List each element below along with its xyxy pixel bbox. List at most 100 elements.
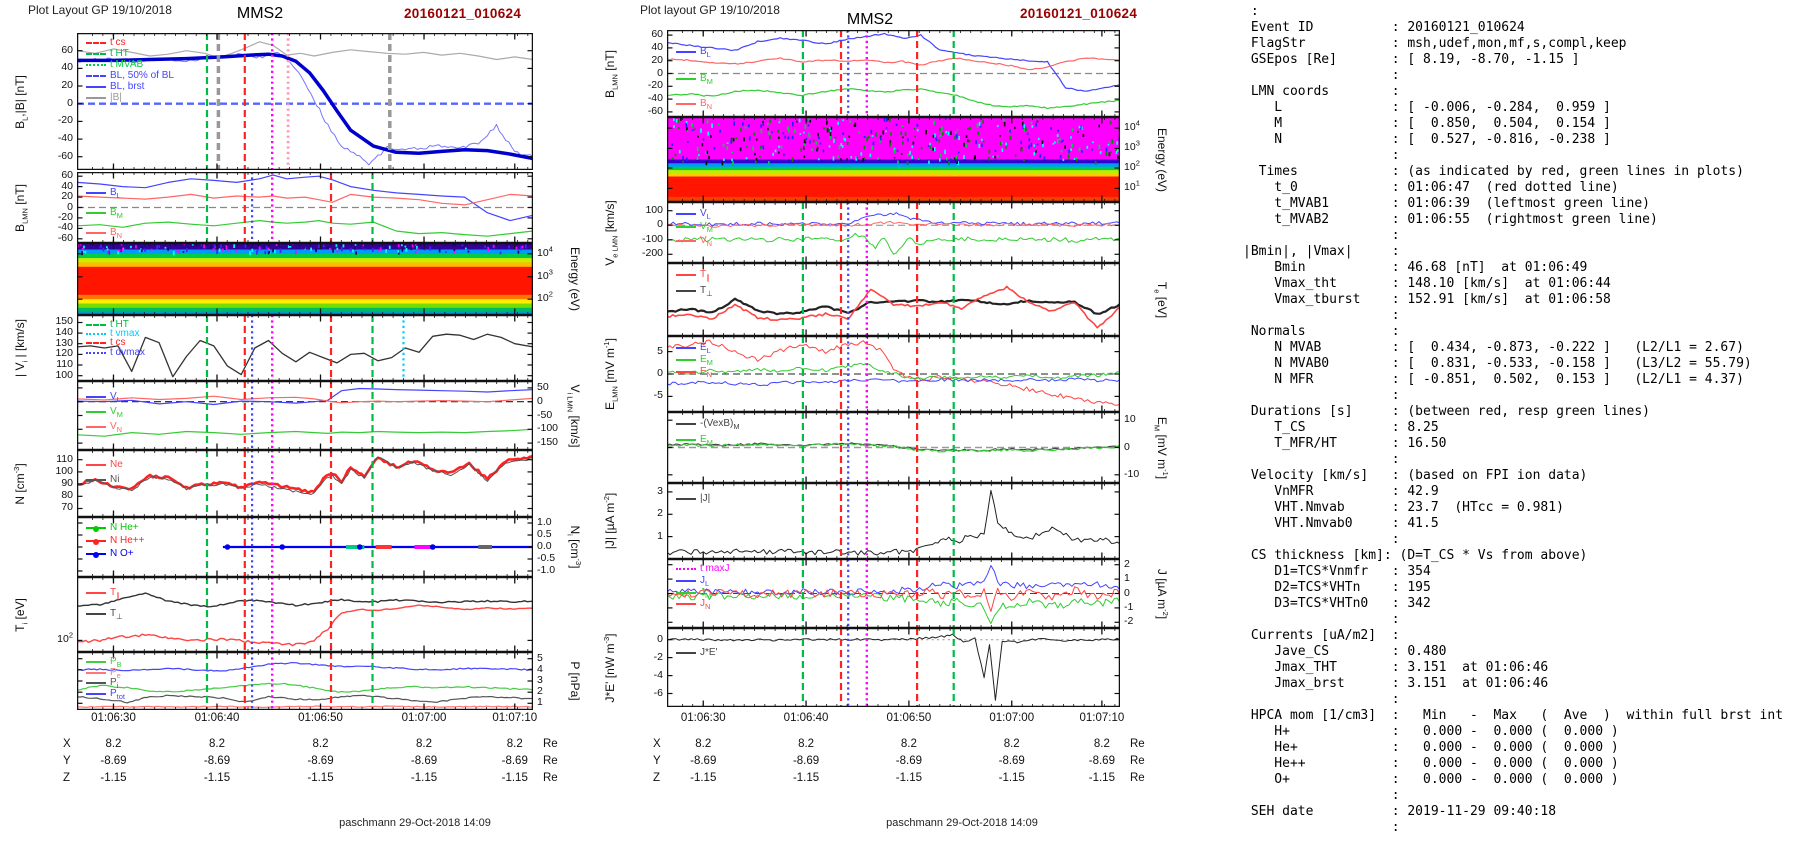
axis-tick-label: 20	[651, 53, 663, 66]
legend-line-sample	[86, 591, 106, 594]
panel-ti	[77, 577, 533, 652]
axis-tick-label: -40	[57, 132, 73, 145]
legend-line-sample	[676, 274, 696, 277]
legend-line-sample	[86, 212, 106, 215]
legend-label: t MVAB	[110, 58, 144, 70]
time-tick-label: 01:07:10	[492, 712, 538, 724]
legend-entry: Ni	[86, 475, 119, 485]
legend-label: Pe	[110, 666, 121, 680]
axis-tick-label: 40	[61, 179, 73, 192]
pos-value: 8.2	[312, 738, 329, 750]
axis-tick-label: 5	[537, 651, 543, 664]
axis-tick-label: 102	[57, 630, 73, 646]
legend-entry: N He+	[86, 523, 139, 533]
legend-label: EM	[700, 353, 713, 367]
time-tick-label: 01:07:10	[1079, 712, 1125, 724]
legend-entry: BN	[676, 99, 712, 110]
legend-entry: JL	[676, 574, 710, 588]
y-axis-label: J*E' [nW m-3]	[602, 633, 617, 702]
axis-tick-label: 140	[55, 326, 73, 339]
pos-row-label: X	[63, 738, 71, 750]
axis-tick-label: -2	[653, 650, 663, 663]
legend-line-sample	[676, 212, 696, 215]
spacecraft-title-middle: MMS2	[846, 11, 894, 28]
legend-label: EL	[700, 341, 711, 355]
legend-entry: BM	[676, 73, 713, 85]
legend-entry: JM	[676, 587, 711, 599]
axis-tick-label: -200	[641, 247, 663, 260]
axis-tick-label: 104	[537, 244, 553, 259]
pos-unit: Re	[1130, 772, 1145, 784]
legend-entry: T∥	[676, 269, 710, 283]
axis-tick-label: 110	[56, 358, 73, 371]
legend-entry: BL	[676, 45, 711, 59]
legend-line-sample	[676, 239, 696, 242]
axis-tick-label: 0	[537, 394, 543, 407]
panel-pressure	[77, 652, 533, 710]
legend-entry: t maxJ	[676, 564, 729, 574]
legend-line-sample	[86, 463, 106, 466]
legend-label: |B|	[110, 91, 122, 103]
axis-tick-label: 110	[56, 452, 73, 465]
legend-label: BL	[700, 45, 711, 59]
legend-label: JL	[700, 574, 710, 588]
legend-label: PB	[110, 656, 122, 670]
axis-tick-label: 0	[67, 200, 73, 213]
y-axis-label: ELMN [mV m-1]	[602, 338, 620, 410]
pos-value: -8.69	[690, 755, 717, 767]
axis-tick-label: 70	[61, 501, 73, 514]
axis-tick-label: 20	[61, 79, 73, 92]
time-tick-label: 01:06:50	[298, 712, 343, 724]
pos-value: -1.15	[690, 772, 717, 784]
axis-tick-label: 101	[1124, 178, 1140, 194]
axis-tick-label: 50	[537, 380, 549, 393]
y-axis-label-right: Vi LMN [km/s]	[565, 384, 582, 447]
legend-entry: Ptot	[86, 687, 126, 701]
legend-line-sample	[676, 438, 696, 441]
legend-line-sample	[676, 103, 696, 106]
legend-label: Ptot	[110, 687, 126, 701]
legend-entry: VN	[676, 235, 712, 247]
time-tick-label: 01:06:30	[680, 712, 726, 724]
pos-row-label: Y	[653, 755, 661, 767]
panel-vi-lmn	[77, 381, 533, 450]
legend-entry: t dvmax	[86, 347, 145, 358]
y-axis-label: BL,|B| [nT]	[13, 74, 30, 129]
legend-entry: EL	[676, 341, 711, 355]
axis-tick-label: -60	[647, 104, 663, 117]
pos-unit: Re	[543, 755, 558, 767]
pos-value: 8.2	[506, 738, 523, 750]
legend-entry: T∥	[86, 587, 120, 599]
legend-line-sample	[676, 497, 696, 500]
legend-line-sample	[86, 479, 106, 482]
axis-tick-label: 80	[61, 489, 73, 502]
y-axis-label: Ti [eV]	[13, 597, 30, 632]
legend-label: |J|	[700, 492, 711, 504]
axis-tick-label: -100	[537, 422, 559, 435]
axis-tick-label: -150	[537, 436, 559, 449]
pos-value: -1.15	[501, 772, 528, 784]
legend-line-sample	[86, 85, 106, 88]
legend-line-sample	[86, 612, 106, 615]
panel-bl-b	[77, 33, 533, 170]
legend-line-sample	[86, 191, 106, 194]
axis-tick-label: 1	[537, 696, 543, 709]
legend-entry: Ne	[86, 459, 123, 470]
axis-tick-label: -40	[57, 221, 73, 234]
legend-label: t HT	[110, 318, 129, 330]
legend-line-sample	[676, 579, 696, 582]
legend-label: t vmax	[110, 328, 140, 340]
legend-label: BN	[110, 226, 123, 240]
y-axis-label: N [cm-3]	[12, 462, 27, 505]
pos-value: -8.69	[998, 755, 1025, 767]
axis-tick-label: -4	[653, 668, 663, 681]
legend-line-sample	[86, 42, 106, 45]
legend-label: VL	[110, 391, 121, 405]
pos-value: -1.15	[203, 772, 231, 784]
legend-label: T∥	[700, 269, 710, 283]
axis-tick-label: 1	[657, 529, 663, 542]
y-axis-label: | Vi | [km/s]	[13, 319, 30, 377]
pos-value: 8.2	[416, 738, 433, 750]
axis-tick-label: 0	[657, 66, 663, 79]
legend-line-sample	[86, 538, 106, 545]
